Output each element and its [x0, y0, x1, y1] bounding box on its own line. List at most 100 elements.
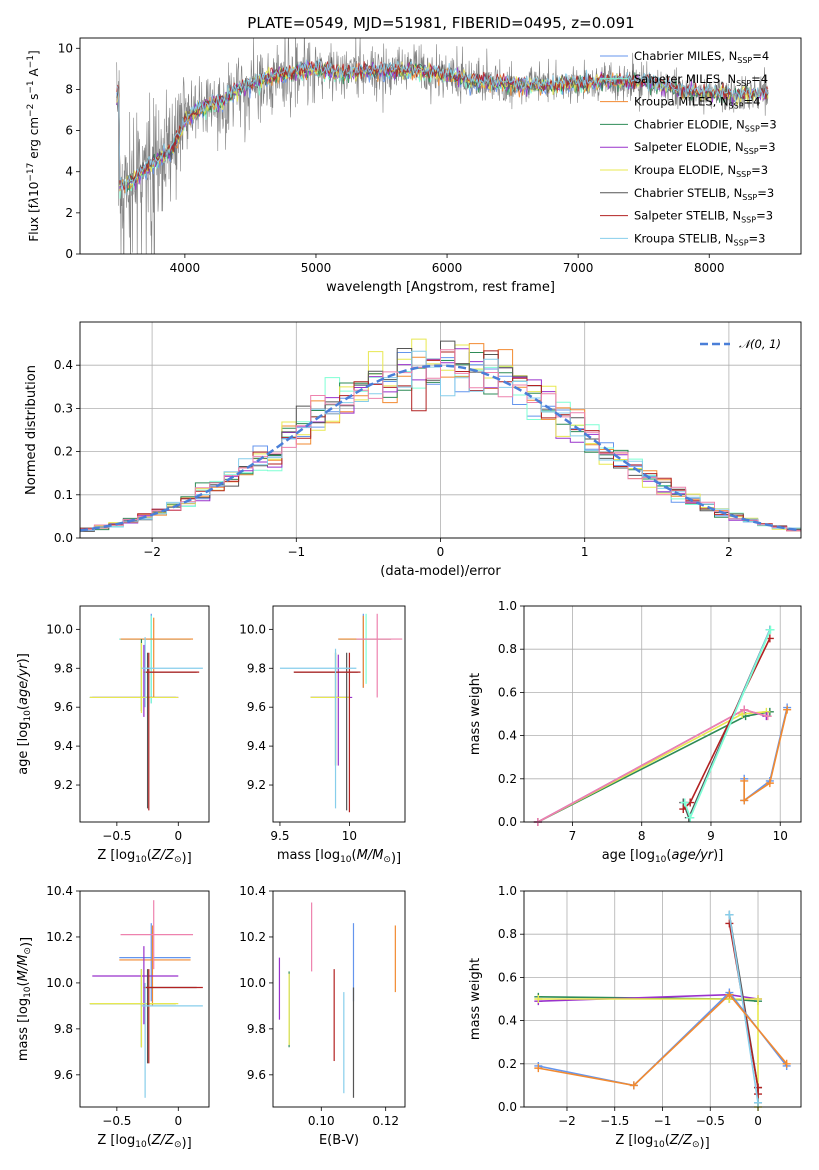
errorbar-point — [143, 969, 203, 1064]
weight-series-line — [683, 629, 771, 820]
y-tick-label: 10 — [58, 41, 73, 55]
weight-marker — [629, 1081, 638, 1090]
legend-entry: 𝒩(0, 1) — [739, 337, 781, 351]
x-tick-label: 9.5 — [270, 829, 289, 843]
errorbar-point — [119, 925, 191, 1006]
y-tick-label: 1.0 — [498, 599, 517, 613]
z-vs-weight-panel: −2 −1.5 −1 −0.5 0 0.0 0.2 0.4 0.6 0.8 1.0 Z [log10(… — [468, 884, 802, 1151]
weight-marker — [766, 625, 775, 634]
y-tick-label: 9.8 — [54, 1022, 73, 1036]
weight-series-line — [682, 638, 771, 810]
legend-entry: Salpeter ELODIE, NSSP=3 — [634, 140, 776, 156]
x-axis-label: Z [log10(Z/Z⊙)] — [615, 1133, 709, 1151]
errorbars — [89, 613, 203, 811]
y-tick-label: 0.1 — [54, 488, 73, 502]
errorbar-point — [120, 617, 194, 698]
legend-entry: Salpeter MILES, NSSP=4 — [634, 72, 768, 88]
y-tick-label: 0.2 — [498, 772, 517, 786]
errorbars — [278, 902, 396, 1098]
x-tick-label: 6000 — [432, 261, 463, 275]
figure-title: PLATE=0549, MJD=51981, FIBERID=0495, z=0… — [247, 14, 634, 32]
legend-entry: Chabrier ELODIE, NSSP=3 — [634, 117, 777, 133]
weight-marker — [534, 1064, 543, 1073]
y-tick-label: 4 — [65, 165, 73, 179]
y-tick-label: 10.0 — [46, 622, 73, 636]
x-tick-label: 8000 — [694, 261, 725, 275]
y-tick-label: 0.8 — [498, 642, 517, 656]
errorbars — [279, 613, 403, 813]
errorbar-point — [293, 652, 358, 811]
errorbar-point — [89, 969, 179, 1048]
errorbar-point — [141, 637, 203, 708]
y-axis-label: Normed distribution — [24, 365, 39, 495]
x-axis-label: age [log10(age/yr)] — [602, 848, 724, 865]
weight-marker — [740, 796, 749, 805]
histogram-step-line — [80, 349, 801, 532]
y-tick-label: 9.8 — [54, 661, 73, 675]
weight-series-line — [538, 998, 759, 1107]
errorbar-point — [119, 615, 191, 704]
x-tick-label: 2 — [725, 545, 733, 559]
axes-frame — [79, 605, 210, 823]
axes-frame — [272, 890, 406, 1108]
weight-series-line — [728, 914, 759, 1103]
legend-entry: Chabrier STELIB, NSSP=3 — [634, 186, 774, 202]
spectrum-lines — [116, 38, 769, 254]
y-tick-label: 10.4 — [46, 884, 73, 898]
errorbar-point — [119, 613, 191, 704]
errorbar-point — [356, 613, 403, 698]
y-tick-label: 6 — [65, 124, 73, 138]
errorbar-point — [141, 982, 203, 1098]
y-tick-label: 9.8 — [247, 1022, 266, 1036]
y-tick-label: 10.2 — [46, 930, 73, 944]
y-tick-label: 0.0 — [498, 815, 517, 829]
age-vs-weight-panel: 7 8 9 10 0.0 0.2 0.4 0.6 0.8 1.0 age [log10(age/yr… — [468, 599, 802, 865]
x-tick-label: 7 — [569, 829, 577, 843]
normal-distribution-curve — [80, 364, 799, 532]
x-tick-label: −0.5 — [102, 829, 131, 843]
x-tick-label: 9 — [707, 829, 715, 843]
weight-marker — [725, 919, 734, 928]
y-tick-label: 0.4 — [54, 358, 73, 372]
y-tick-label: 0.0 — [498, 1100, 517, 1114]
z-vs-mass-panel: −0.5 0 9.6 9.8 10.0 10.2 10.4 Z [log10(Z/Z⊙)] ma… — [16, 884, 210, 1151]
y-tick-label: 10.0 — [239, 622, 266, 636]
z-vs-age-panel: −0.5 0 9.2 9.4 9.6 9.8 10.0 Z [log10(Z/Z⊙)] age … — [16, 605, 210, 866]
y-tick-label: 10.0 — [239, 976, 266, 990]
y-tick-label: 9.6 — [247, 700, 266, 714]
x-tick-label: 7000 — [563, 261, 594, 275]
y-tick-label: 0.8 — [498, 927, 517, 941]
errorbars — [89, 900, 203, 1098]
legend-entry: Salpeter STELIB, NSSP=3 — [634, 209, 773, 225]
x-tick-label: 0 — [174, 1114, 182, 1128]
axes-frame — [79, 890, 210, 1108]
weight-marker — [740, 705, 749, 714]
y-tick-label: 9.2 — [54, 778, 73, 792]
y-tick-label: 10.4 — [239, 884, 266, 898]
errorbar-point — [143, 652, 200, 811]
x-tick-label: 0 — [754, 1114, 762, 1128]
y-tick-label: 0.4 — [498, 1014, 517, 1028]
weight-marker — [679, 805, 688, 814]
y-tick-label: 0.6 — [498, 685, 517, 699]
weight-marker — [680, 798, 689, 807]
x-tick-label: 0.10 — [308, 1114, 335, 1128]
weight-lines — [534, 910, 791, 1111]
y-tick-label: 10.0 — [46, 976, 73, 990]
weight-series-line — [743, 709, 788, 802]
x-tick-label: 5000 — [301, 261, 332, 275]
errorbar-point — [279, 648, 357, 809]
errorbar-point — [310, 652, 350, 766]
x-tick-label: −1.5 — [600, 1114, 629, 1128]
y-axis-label: mass [log10(M/M⊙)] — [16, 937, 34, 1061]
weight-marker — [725, 910, 734, 919]
weight-series-line — [538, 993, 788, 1087]
y-tick-label: 0.2 — [498, 1057, 517, 1071]
x-axis-label: mass [log10(M/M⊙)] — [277, 848, 401, 866]
errorbar-point — [310, 654, 353, 766]
x-tick-label: 1 — [581, 545, 589, 559]
y-tick-label: 9.8 — [247, 661, 266, 675]
y-tick-label: 0.6 — [498, 970, 517, 984]
errorbar-point — [120, 900, 194, 970]
